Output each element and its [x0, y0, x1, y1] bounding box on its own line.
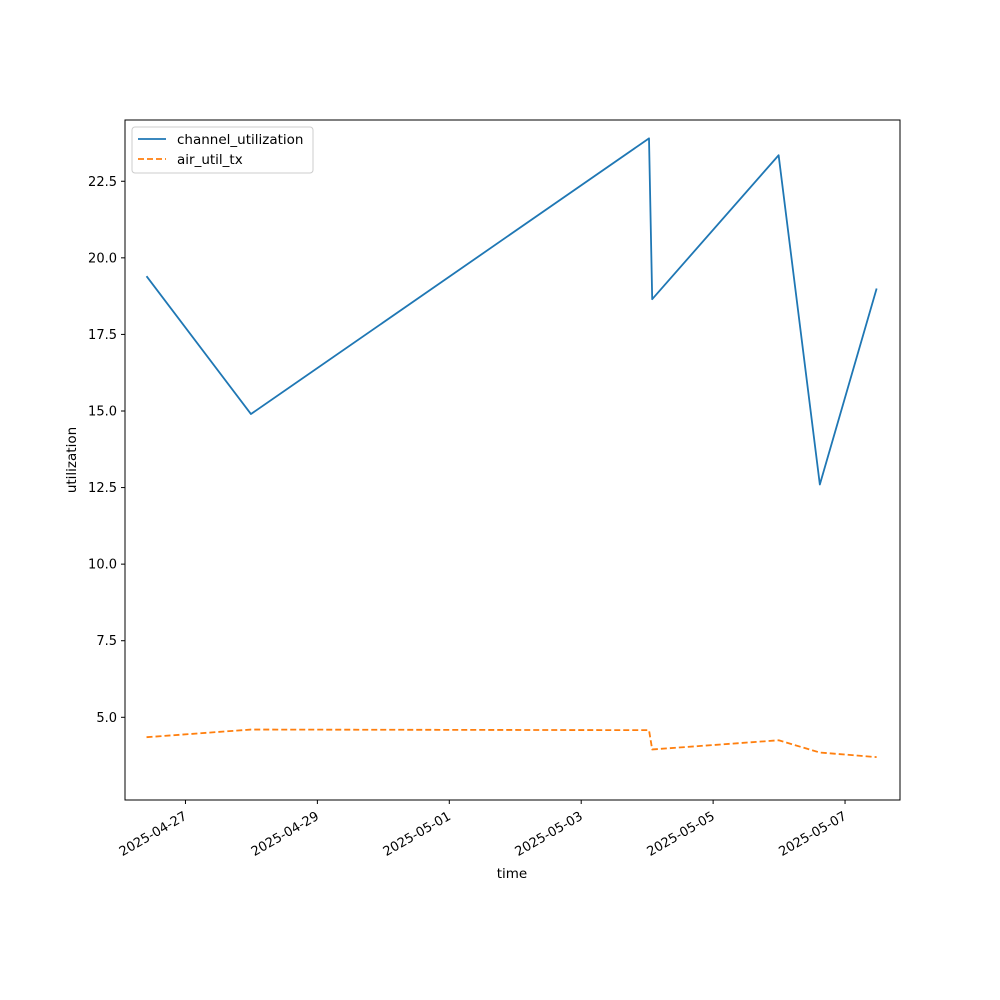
- plot-area: [125, 120, 900, 800]
- legend-label-air-util-tx: air_util_tx: [177, 152, 243, 168]
- y-tick-label: 7.5: [96, 634, 117, 649]
- y-tick-label: 15.0: [88, 404, 117, 419]
- series-line-air-util-tx: [146, 728, 877, 759]
- y-tick-label: 12.5: [88, 481, 117, 496]
- legend-box: [131, 126, 314, 174]
- series-line-channel-utilization: [145, 137, 878, 486]
- y-axis-ticks: 5.0 7.5 10.0 12.5 15.0 17.5 20.0 22.5: [88, 175, 125, 726]
- plot-frame: [124, 119, 901, 801]
- y-tick-label: 20.0: [88, 251, 117, 266]
- x-axis-label: time: [497, 866, 528, 882]
- legend: channel_utilization air_util_tx: [131, 126, 314, 174]
- y-tick-label: 22.5: [88, 175, 117, 190]
- y-tick-label: 5.0: [96, 711, 117, 726]
- series-layer: [145, 137, 878, 759]
- y-tick-label: 10.0: [88, 558, 117, 573]
- legend-label-channel-utilization: channel_utilization: [177, 132, 304, 148]
- y-tick-label: 17.5: [88, 328, 117, 343]
- y-axis-label: utilization: [64, 427, 80, 493]
